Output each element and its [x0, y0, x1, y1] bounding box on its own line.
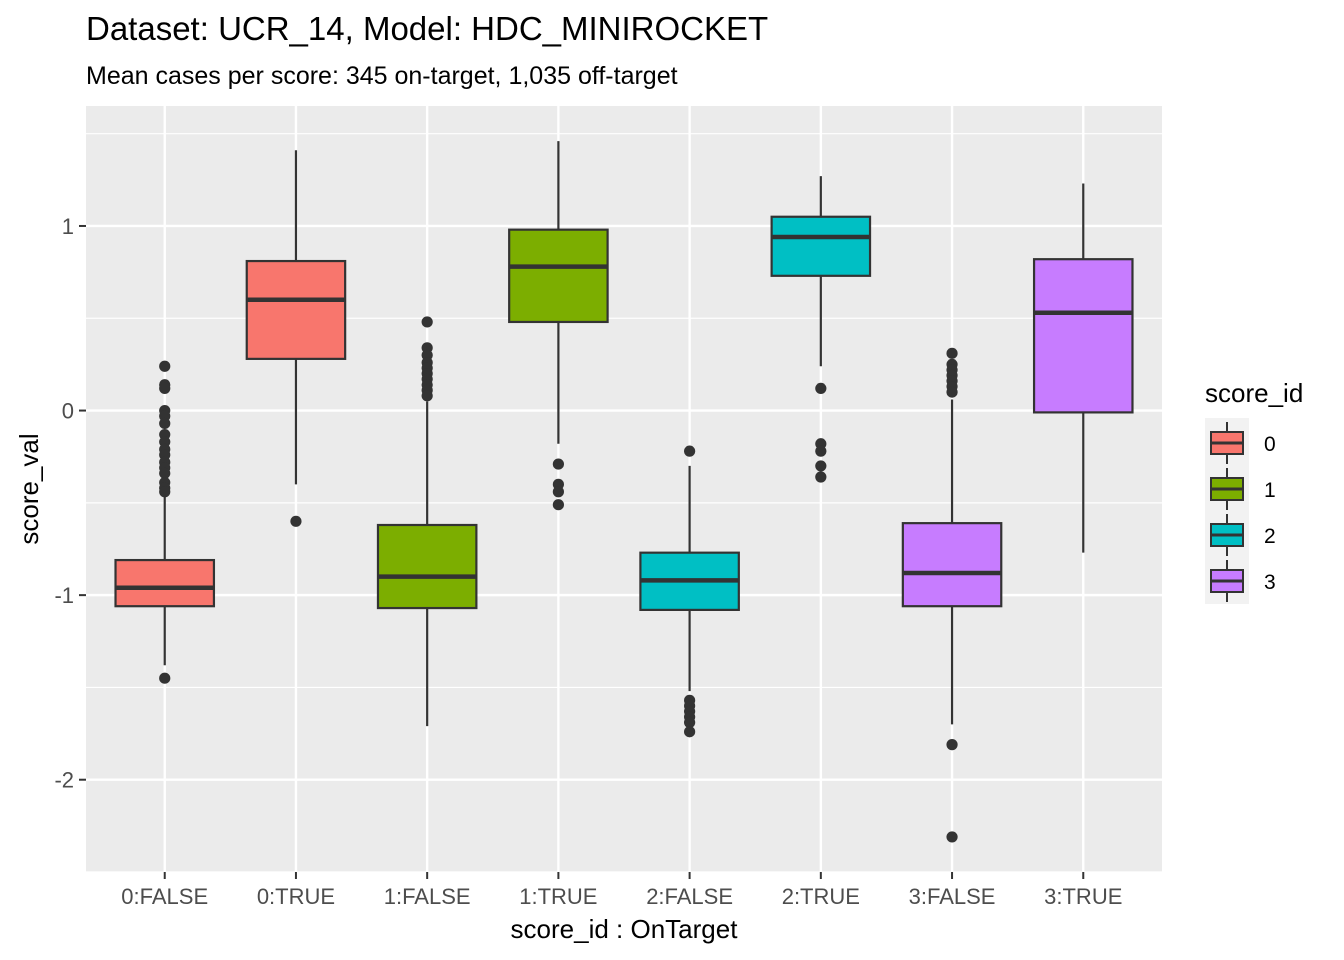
legend-entry-1: 1: [1210, 468, 1276, 510]
legend-title: score_id: [1205, 378, 1303, 408]
box-iqr: [901, 522, 1003, 608]
box-3-false: [901, 347, 1003, 843]
outlier-point: [946, 386, 958, 398]
y-tick-label: -1: [54, 583, 74, 608]
x-tick-label: 1:FALSE: [384, 884, 471, 909]
y-tick-label: 0: [62, 399, 74, 424]
legend: score_id 0 1 2 3: [1205, 378, 1303, 604]
legend-entry-0: 0: [1210, 422, 1276, 464]
outlier-point: [159, 486, 171, 498]
legend-label: 1: [1264, 479, 1276, 502]
box-1-false: [376, 316, 478, 727]
box-iqr: [245, 259, 347, 360]
x-tick-label: 3:TRUE: [1044, 884, 1122, 909]
outlier-point: [159, 360, 171, 372]
outlier-point: [159, 672, 171, 684]
x-axis-ticks: 0:FALSE 0:TRUE 1:FALSE 1:TRUE 2:FALSE 2:TRUE 3…: [121, 872, 1122, 909]
outlier-point: [552, 499, 564, 511]
y-tick-label: 1: [62, 214, 74, 239]
legend-label: 3: [1264, 571, 1276, 594]
y-tick-label: -2: [54, 768, 74, 793]
x-axis-title: score_id : OnTarget: [511, 914, 739, 944]
outlier-point: [421, 390, 433, 402]
x-tick-label: 1:TRUE: [519, 884, 597, 909]
box-iqr: [114, 558, 216, 608]
x-tick-label: 2:TRUE: [782, 884, 860, 909]
box-0-false: [114, 360, 216, 684]
x-tick-label: 2:FALSE: [646, 884, 733, 909]
legend-label: 0: [1264, 433, 1276, 456]
outlier-point: [815, 445, 827, 457]
legend-label: 2: [1264, 525, 1276, 548]
outlier-point: [815, 460, 827, 472]
outlier-point: [159, 417, 171, 430]
outlier-point: [159, 382, 171, 395]
box-0-true: [245, 150, 347, 527]
outlier-point: [946, 739, 958, 751]
outlier-point: [684, 716, 696, 729]
y-axis-ticks: -2 -1 0 1: [54, 214, 86, 793]
box-2-true: [770, 176, 872, 483]
x-tick-label: 0:FALSE: [121, 884, 208, 909]
outlier-point: [552, 486, 564, 498]
box-1-true: [508, 141, 609, 511]
outlier-point: [815, 471, 827, 483]
outlier-point: [815, 382, 827, 395]
box-3-true: [1032, 183, 1134, 553]
outlier-point: [946, 831, 958, 843]
box-iqr: [508, 228, 609, 324]
plot-panel: [86, 106, 1162, 872]
outlier-point: [684, 445, 696, 457]
box-iqr: [770, 215, 872, 277]
outlier-point: [290, 515, 302, 527]
box-iqr: [1032, 258, 1134, 414]
outlier-point: [946, 347, 958, 359]
outlier-point: [684, 726, 696, 738]
chart-title: Dataset: UCR_14, Model: HDC_MINIROCKET: [86, 10, 768, 47]
outlier-point: [421, 316, 433, 328]
x-tick-label: 0:TRUE: [257, 884, 335, 909]
chart-subtitle: Mean cases per score: 345 on-target, 1,0…: [86, 62, 678, 90]
legend-entry-3: 3: [1210, 560, 1276, 602]
legend-entries: 0 1 2 3: [1210, 422, 1276, 602]
box-iqr: [376, 523, 478, 610]
box-layer: [114, 141, 1134, 843]
outlier-point: [552, 458, 564, 470]
box-2-false: [639, 445, 740, 738]
legend-entry-2: 2: [1210, 514, 1276, 556]
x-tick-label: 3:FALSE: [909, 884, 996, 909]
outlier-point: [159, 467, 171, 479]
y-axis-title: score_val: [14, 433, 44, 544]
